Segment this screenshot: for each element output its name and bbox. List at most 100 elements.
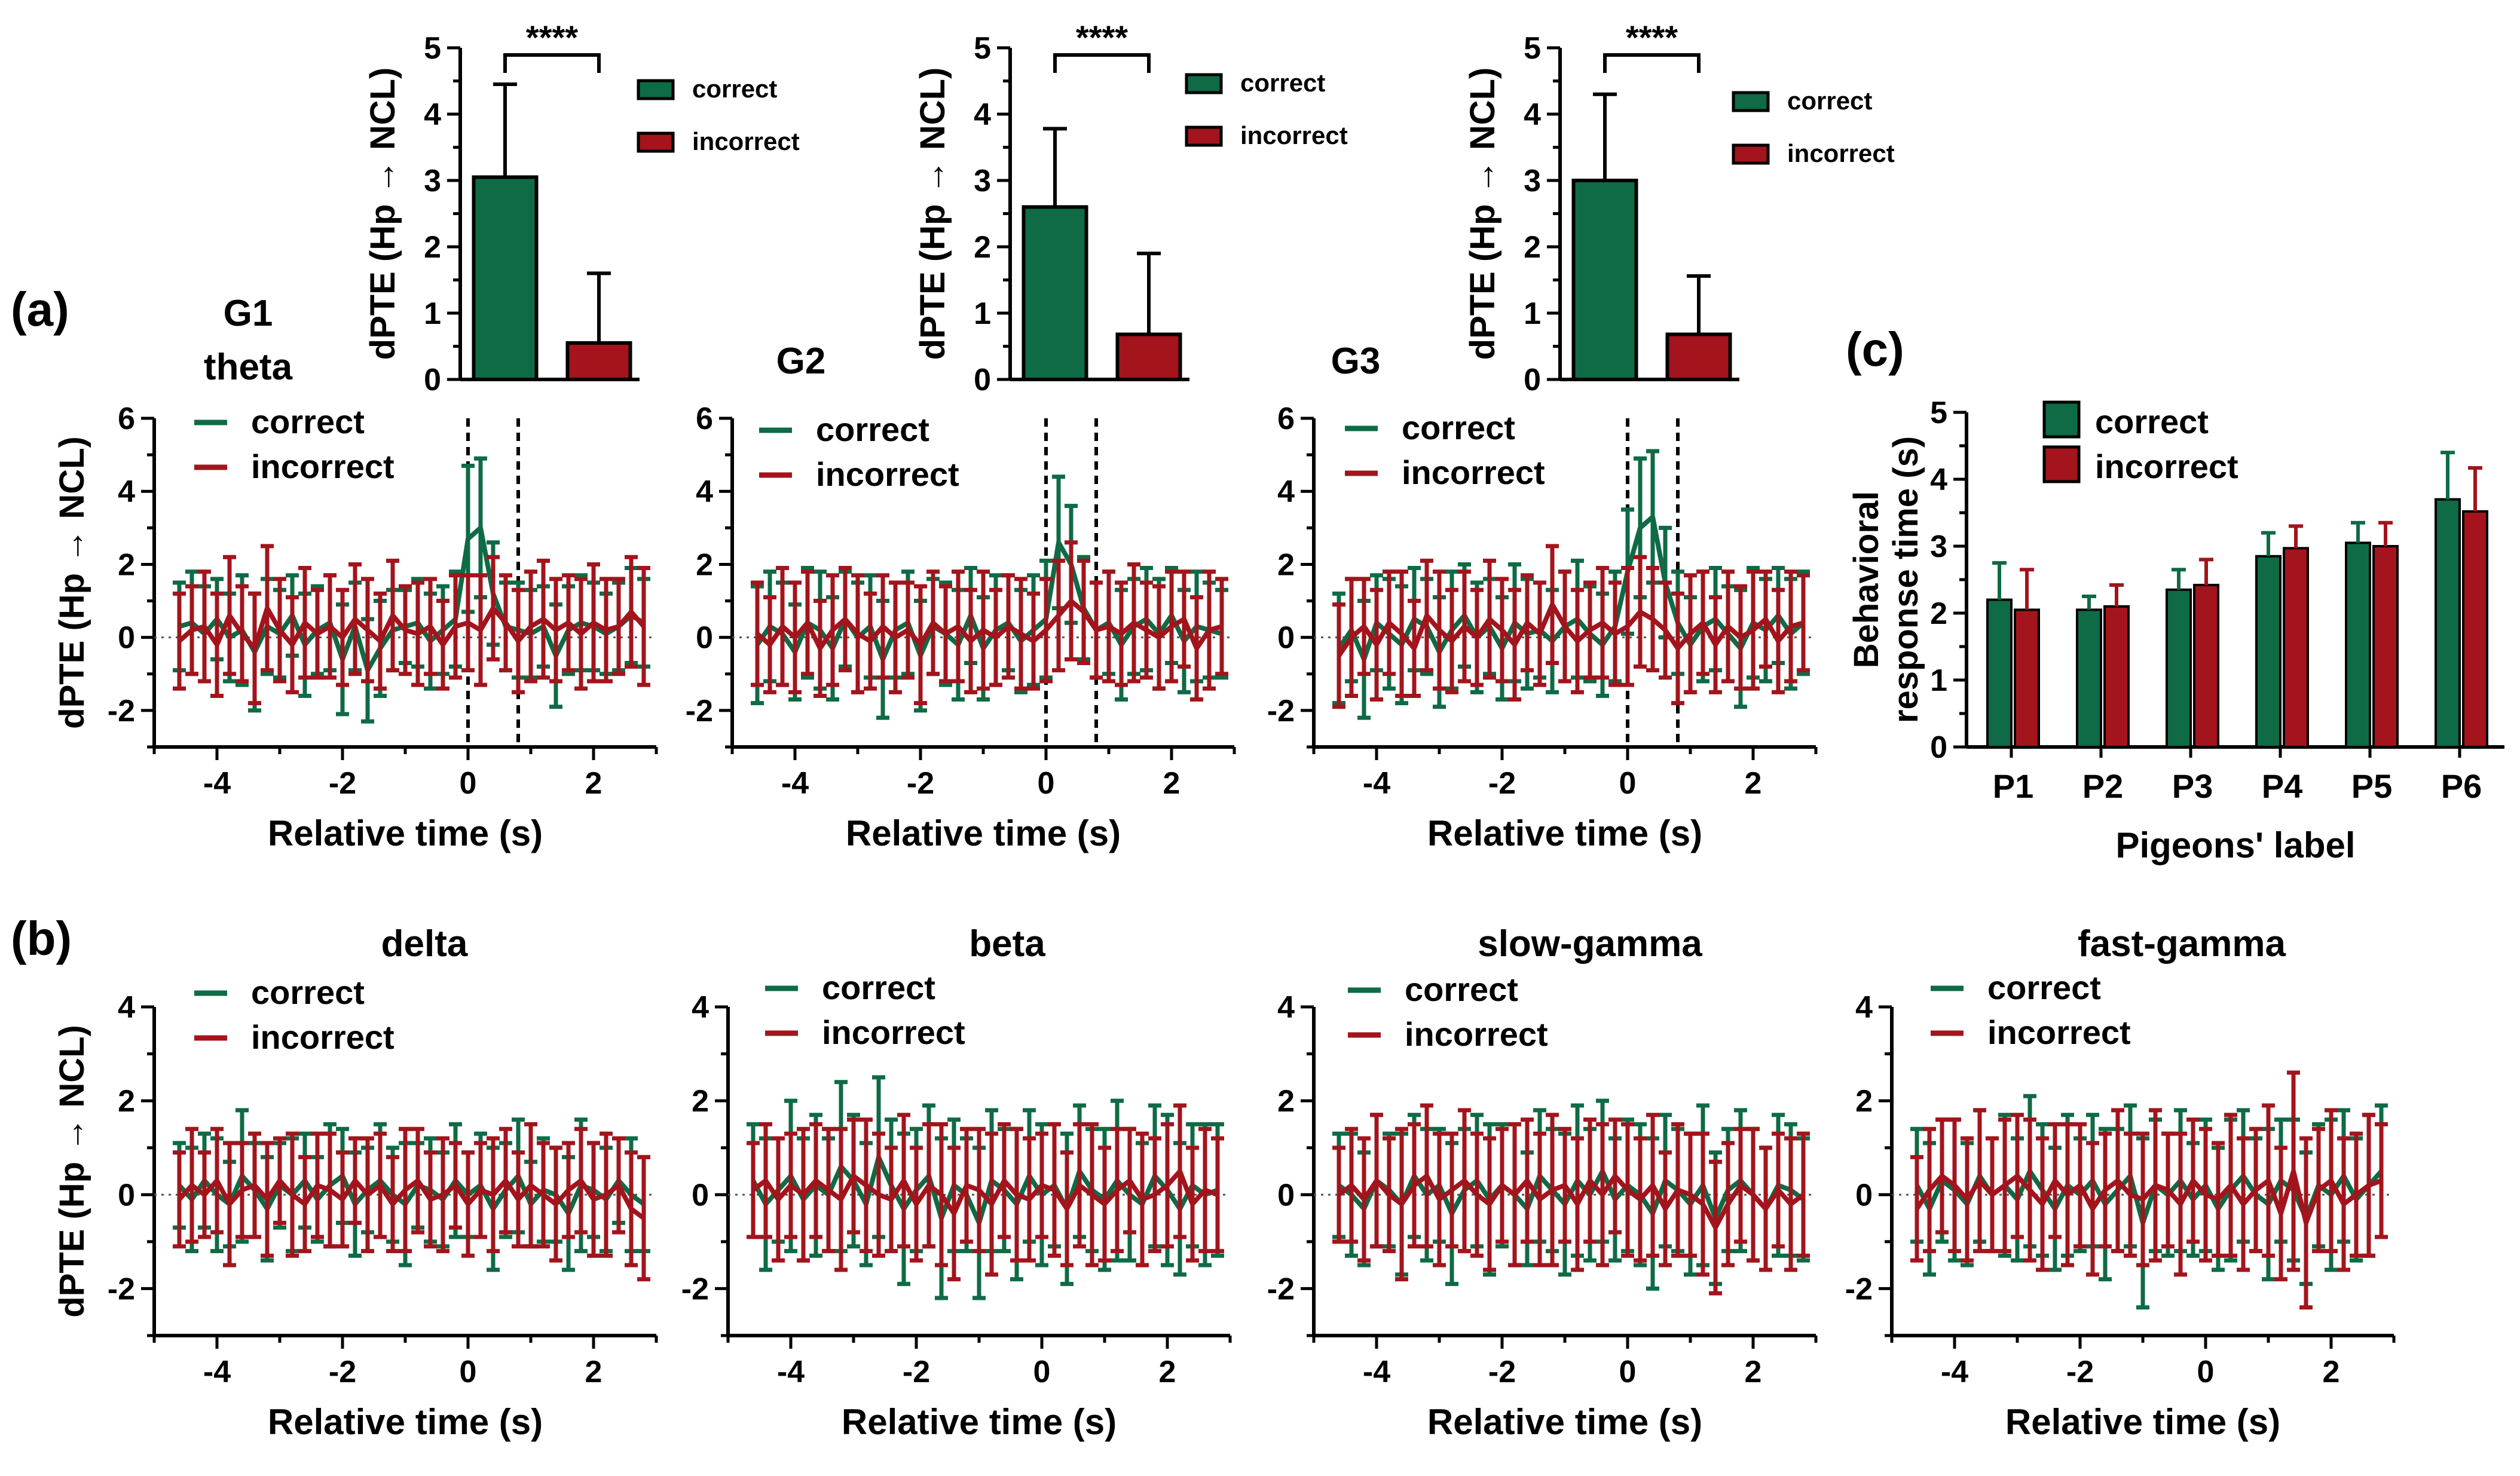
line-fast-gamma-title: fast-gamma — [2078, 923, 2286, 964]
line-beta-legend-label-correct: correct — [822, 969, 935, 1006]
line-g2-x-tick-label: -4 — [781, 766, 809, 801]
bar-g3-y-tick-label: 5 — [1524, 31, 1541, 66]
bar-behavior-y-tick-label: 0 — [1930, 730, 1947, 765]
line-g3-x-tick-label: 2 — [1745, 766, 1762, 801]
line-g3-y-tick-label: 4 — [1277, 474, 1295, 509]
line-slow-gamma-x-tick-label: 2 — [1745, 1355, 1762, 1389]
bar-g2-bar-incorrect — [1115, 332, 1182, 382]
plots-layer: 0 1 2 3 4 5 dPTE (Hp → NCL) **** correct incorrec… — [53, 19, 2504, 1442]
bar-behavior-legend-label-correct: correct — [2095, 403, 2209, 440]
bar-g2-y-axis-label: dPTE (Hp → NCL) — [913, 68, 952, 360]
bar-behavior-y-tick-label: 3 — [1930, 529, 1947, 564]
line-g3-x-axis-label: Relative time (s) — [1427, 813, 1702, 853]
line-beta-x-axis-label: Relative time (s) — [842, 1402, 1117, 1442]
bar-behavior-y-tick-label: 5 — [1930, 396, 1947, 430]
bar-g2-y-tick-label: 4 — [974, 97, 991, 132]
bar-behavior-y-tick-label: 4 — [1930, 463, 1947, 497]
bar-behavior-bar-incorrect — [2014, 608, 2040, 749]
bar-g2-y-tick-label: 1 — [974, 296, 991, 331]
line-g1-y-tick-label: -2 — [108, 694, 135, 728]
line-g3-y-tick-label: 0 — [1277, 621, 1295, 656]
bar-behavior-bar-correct — [2435, 498, 2461, 748]
line-fast-gamma-x-tick-label: -4 — [1941, 1355, 1968, 1389]
bar-g3-y-axis-label: dPTE (Hp → NCL) — [1463, 68, 1502, 360]
line-delta-x-axis-label: Relative time (s) — [268, 1402, 543, 1442]
line-g2-x-tick-label: -2 — [907, 766, 934, 801]
line-g1-legend-label-correct: correct — [251, 403, 365, 440]
line-g1-series-incorrect — [173, 544, 650, 706]
line-slow-gamma-line-incorrect — [1337, 1173, 1805, 1230]
bar-g3-significance-bracket — [1603, 53, 1701, 73]
bar-g1-y-tick-label: 4 — [424, 97, 441, 132]
bar-behavior-x-tick-label: P1 — [1993, 767, 2034, 805]
bar-behavior-bar-incorrect — [2103, 605, 2130, 748]
line-delta-x-tick-label: 0 — [460, 1355, 477, 1389]
bar-g3-significance-label: **** — [1626, 19, 1678, 56]
line-g3-series-incorrect — [1332, 544, 1810, 709]
line-fast-gamma-y-tick-label: 2 — [1855, 1084, 1873, 1119]
bar-g3-bar-incorrect — [1665, 332, 1732, 382]
bar-g3-group: 0 1 2 3 4 5 dPTE (Hp → NCL) **** correct incorrec… — [1463, 19, 1895, 397]
line-beta-y-tick-label: 0 — [692, 1178, 709, 1212]
line-delta-series-incorrect — [173, 1122, 650, 1282]
bar-behavior-y-tick-label: 1 — [1930, 663, 1947, 698]
bar-g1-y-tick-label: 1 — [424, 296, 441, 331]
bar-behavior-legend-swatch-correct — [2042, 400, 2081, 439]
line-slow-gamma-x-tick-label: -4 — [1363, 1355, 1390, 1389]
bar-g1-y-tick-label: 5 — [424, 31, 441, 66]
line-slow-gamma-series-incorrect — [1332, 1103, 1810, 1296]
line-g2-x-axis-label: Relative time (s) — [846, 813, 1121, 853]
line-slow-gamma-x-tick-label: 0 — [1619, 1355, 1637, 1389]
line-fast-gamma-series-incorrect — [1910, 1070, 2388, 1310]
line-beta-x-tick-label: 0 — [1033, 1355, 1051, 1389]
line-beta-line-incorrect — [751, 1169, 1219, 1216]
bar-behavior-bar-incorrect — [2462, 510, 2488, 748]
line-delta-legend-label-incorrect: incorrect — [251, 1018, 394, 1056]
line-fast-gamma-x-tick-label: -2 — [2066, 1355, 2094, 1389]
bar-g3-y-tick-label: 4 — [1524, 97, 1541, 132]
line-g3-line-incorrect — [1337, 602, 1805, 657]
line-g1-y-tick-label: 4 — [118, 474, 135, 509]
line-delta-y-tick-label: -2 — [108, 1272, 135, 1306]
line-delta-legend-label-correct: correct — [251, 973, 365, 1011]
line-slow-gamma-y-tick-label: 2 — [1277, 1084, 1295, 1119]
bar-behavior-bar-incorrect — [2372, 545, 2399, 748]
line-beta-x-tick-label: -2 — [903, 1355, 930, 1389]
line-delta-y-axis-label: dPTE (Hp → NCL) — [53, 1025, 91, 1318]
line-g3-x-tick-label: -2 — [1488, 766, 1516, 801]
panel-label-c: (c) — [1846, 323, 1904, 376]
bar-g2-legend-swatch-incorrect — [1185, 125, 1223, 147]
line-delta-x-tick-label: -4 — [203, 1355, 231, 1389]
line-g3-y-tick-label: -2 — [1267, 694, 1295, 728]
bar-g2-significance-label: **** — [1076, 19, 1128, 56]
bar-behavior-y-tick-label: 2 — [1930, 596, 1947, 631]
bar-behavior-x-tick-label: P6 — [2441, 767, 2482, 805]
line-fast-gamma-x-axis-label: Relative time (s) — [2005, 1402, 2280, 1442]
line-g1-x-tick-label: 2 — [585, 766, 603, 801]
line-g1-title: G1 — [224, 293, 273, 334]
bar-behavior-x-axis-label: Pigeons' label — [2115, 825, 2355, 865]
line-beta-x-tick-label: 2 — [1159, 1355, 1176, 1389]
line-delta-y-tick-label: 4 — [118, 990, 135, 1025]
line-fast-gamma-y-tick-label: -2 — [1845, 1272, 1873, 1306]
line-g1-x-tick-label: -4 — [203, 766, 231, 801]
bar-g2-bar-correct — [1022, 205, 1088, 381]
line-beta-title: beta — [969, 923, 1045, 964]
bar-g1-y-tick-label: 0 — [424, 363, 441, 397]
bar-g2-y-tick-label: 3 — [974, 164, 991, 198]
line-g2-y-tick-label: 4 — [696, 474, 713, 509]
bar-g3-legend-swatch-incorrect — [1732, 143, 1770, 165]
bar-g1-significance-bracket — [503, 53, 601, 73]
line-fast-gamma-line-incorrect — [1915, 1169, 2383, 1226]
bar-behavior-bar-correct — [2345, 541, 2371, 749]
line-g3-title: G3 — [1331, 341, 1381, 382]
bar-behavior-x-tick-label: P5 — [2351, 767, 2393, 805]
bar-behavior-bar-incorrect — [2283, 547, 2309, 748]
bar-g2-y-tick-label: 0 — [974, 363, 991, 397]
line-g1-y-axis-label: dPTE (Hp → NCL) — [53, 436, 91, 729]
line-g2-legend-label-correct: correct — [816, 411, 929, 448]
line-g2-x-tick-label: 2 — [1163, 766, 1181, 801]
panel-label-a: (a) — [11, 283, 69, 336]
